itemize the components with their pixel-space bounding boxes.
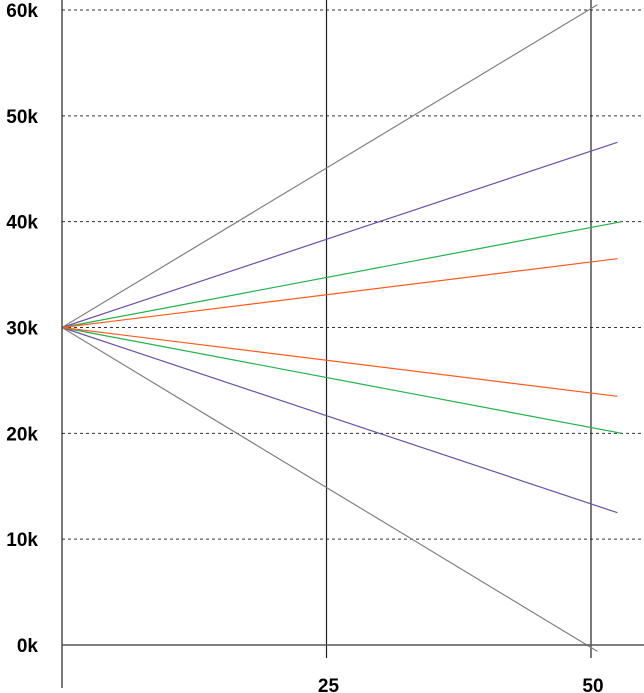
series-line-gray-upper — [61, 4, 598, 329]
y-tick-label: 60k — [6, 1, 38, 22]
series-line-gray-lower — [61, 326, 598, 652]
series-line-green-upper — [61, 221, 622, 329]
y-tick-label: 50k — [6, 107, 38, 128]
series-line-purple-lower — [61, 326, 618, 514]
axes — [61, 0, 644, 688]
series-line-green-lower — [61, 326, 622, 434]
x-tick-label: 50 — [582, 676, 603, 693]
y-tick-label: 40k — [6, 213, 38, 234]
grid — [62, 0, 644, 658]
y-tick-label: 20k — [6, 424, 38, 445]
y-tick-label: 0k — [17, 636, 39, 657]
series-lines — [61, 4, 622, 652]
y-tick-label: 30k — [6, 319, 38, 340]
y-tick-label: 10k — [6, 530, 38, 551]
series-line-purple-upper — [61, 141, 618, 329]
tick-labels: 0k 10k 20k 30k 40k 50k 60k 25 50 — [6, 1, 603, 693]
series-line-orange-lower — [61, 326, 618, 397]
x-tick-label: 25 — [318, 676, 340, 693]
series-line-orange-upper — [61, 258, 618, 329]
